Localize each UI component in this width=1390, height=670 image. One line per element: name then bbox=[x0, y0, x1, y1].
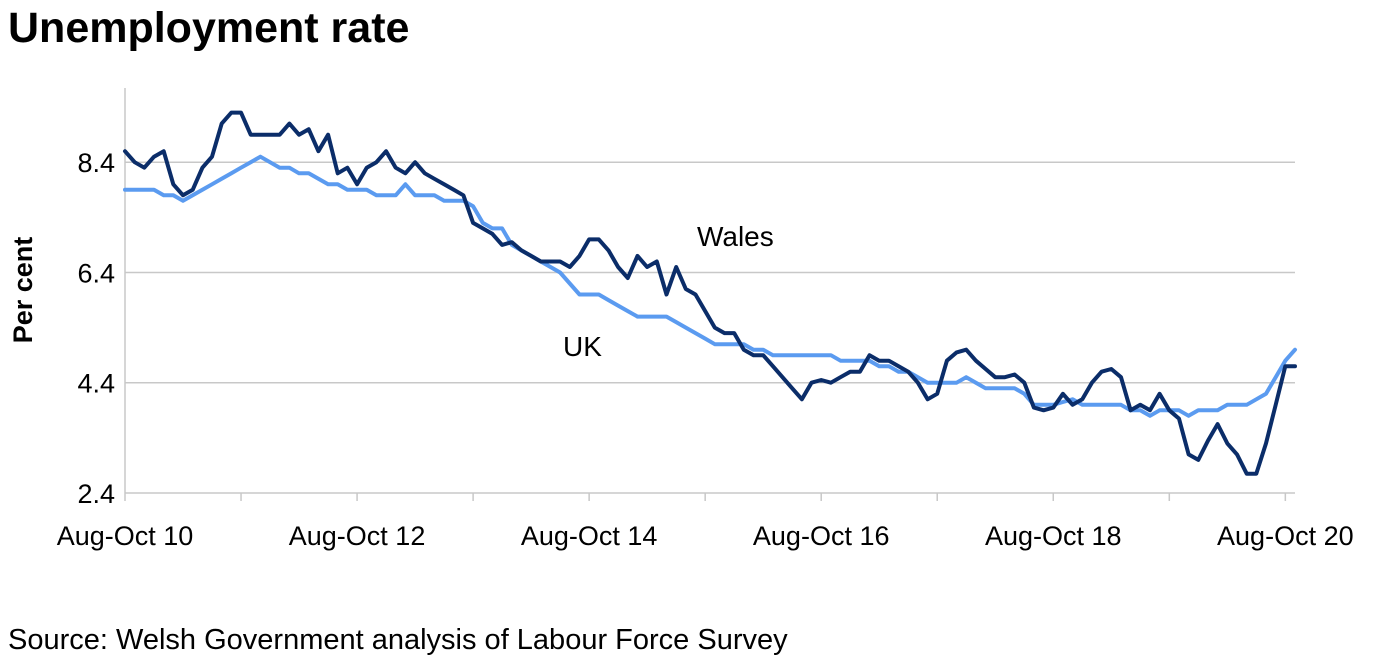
series-label-uk: UK bbox=[563, 331, 602, 362]
x-tick-label: Aug-Oct 10 bbox=[57, 521, 194, 551]
y-tick-label: 6.4 bbox=[77, 258, 115, 288]
tick-labels: 2.4 4.4 6.4 8.4 Aug-Oct 10 Aug-Oct 12 Aug-Oct … bbox=[57, 148, 1354, 551]
y-tick-label: 8.4 bbox=[77, 148, 115, 178]
x-tick-label: Aug-Oct 16 bbox=[753, 521, 890, 551]
y-tick-label: 4.4 bbox=[77, 369, 115, 399]
series-label-wales: Wales bbox=[697, 221, 774, 252]
chart-title: Unemployment rate bbox=[8, 4, 410, 52]
y-tick-label: 2.4 bbox=[77, 479, 115, 509]
x-tick-label: Aug-Oct 14 bbox=[521, 521, 658, 551]
chart-area: 2.4 4.4 6.4 8.4 Aug-Oct 10 Aug-Oct 12 Aug-Oct … bbox=[8, 88, 1354, 551]
y-axis-label: Per cent bbox=[8, 237, 38, 344]
axes bbox=[124, 88, 1295, 501]
grid-lines bbox=[125, 161, 1295, 384]
x-tick-label: Aug-Oct 20 bbox=[1217, 521, 1354, 551]
series-line-wales bbox=[123, 110, 1297, 476]
source-note: Source: Welsh Government analysis of Lab… bbox=[8, 624, 788, 656]
x-tick-label: Aug-Oct 12 bbox=[289, 521, 426, 551]
series-layer bbox=[123, 110, 1297, 476]
series-line-uk bbox=[123, 154, 1297, 418]
x-tick-label: Aug-Oct 18 bbox=[985, 521, 1122, 551]
